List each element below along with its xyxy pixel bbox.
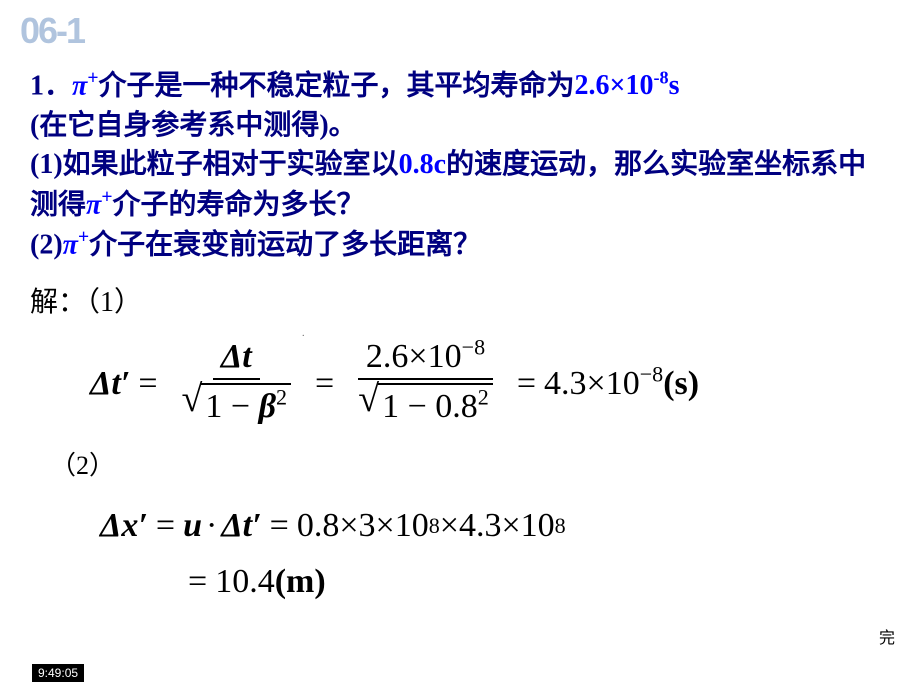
part2-label: （2） [50,445,890,482]
small-mark: . [302,328,305,339]
pi-symbol-3: π [63,230,78,261]
q1-suffix: 介子的寿命为多长？ [112,189,364,220]
fraction-2: 2.6×10−8 √ 1 − 0.82 [350,338,501,429]
speed-value: 0.8c [399,149,446,180]
q1-prefix: (1)如果此粒子相对于实验室以 [30,149,399,180]
pi-symbol: π [72,70,87,101]
text-a: 介子是一种不稳定粒子，其平均寿命为 [98,70,574,101]
equation-2: Δx′ = u · Δt′ = 0.8×3×108 ×4.3×108 [100,507,890,545]
eq3-result: 10.4 [215,563,275,601]
timestamp: 9:49:05 [32,664,84,682]
q2-prefix: (2) [30,230,63,261]
q2-text: 介子在衰变前运动了多长距离？ [89,230,481,261]
footer-done: 完 [879,624,895,648]
content-area: 1．π+介子是一种不稳定粒子，其平均寿命为2.6×10-8s (在它自身参考系中… [30,65,890,601]
pi-sup-3: + [78,227,89,248]
problem-number: 1． [30,70,72,101]
eq1-result: 4.3×10−8 [544,365,663,403]
lifetime-value: 2.6×10-8s [575,70,680,101]
slide-header: 06-1 [20,10,84,52]
eq3-unit: (m) [275,563,326,601]
pi-symbol-2: π [86,189,101,220]
equation-1: Δt′ = Δt √ 1 − β2 = 2.6×10−8 √ 1 − 0.82 … [90,338,890,429]
solution-label: 解：（1） [30,280,890,320]
pi-sup-2: + [101,187,112,208]
eq1-unit: (s) [663,365,699,403]
fraction-1: Δt √ 1 − β2 [174,338,300,429]
pi-superscript: + [87,68,98,89]
text-b: (在它自身参考系中测得)。 [30,110,357,141]
equation-3: = 10.4(m) [180,563,890,601]
problem-statement: 1．π+介子是一种不稳定粒子，其平均寿命为2.6×10-8s (在它自身参考系中… [30,65,890,265]
